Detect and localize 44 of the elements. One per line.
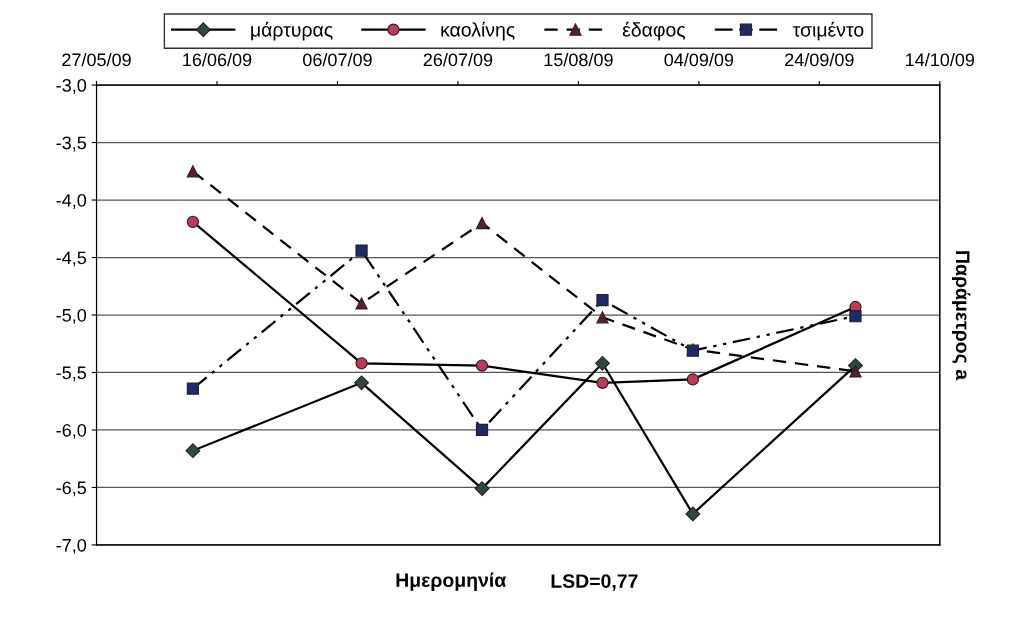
point bbox=[595, 355, 610, 371]
y-tick-label: -7,0 bbox=[56, 538, 87, 554]
x-tick-label: 27/05/09 bbox=[62, 52, 131, 67]
legend-label: καολίνης bbox=[441, 21, 515, 41]
y-tick-label: -6,5 bbox=[56, 481, 87, 497]
point bbox=[475, 359, 489, 372]
point bbox=[354, 375, 369, 391]
point bbox=[475, 216, 489, 230]
x-tick-label: 04/09/09 bbox=[664, 52, 734, 67]
x-tick-label: 15/08/09 bbox=[544, 52, 613, 67]
x-tick-label: 26/07/09 bbox=[423, 52, 493, 67]
legend-label: έδαφος bbox=[622, 21, 686, 41]
point bbox=[596, 311, 609, 324]
x-axis-title: Ημερομηνία bbox=[396, 572, 507, 591]
y-tick-label: -4,5 bbox=[56, 251, 87, 267]
point bbox=[186, 165, 200, 178]
y-axis-title: Παράμετρος a bbox=[952, 251, 971, 381]
point bbox=[186, 382, 200, 395]
point bbox=[474, 481, 490, 497]
legend-label: τσιμέντο bbox=[792, 21, 864, 41]
y-tick-label: -5,5 bbox=[56, 366, 87, 382]
y-tick-label: -3,5 bbox=[56, 136, 87, 152]
x-tick-label: 16/06/09 bbox=[183, 52, 252, 67]
y-tick-label: -5,0 bbox=[56, 308, 87, 324]
point bbox=[186, 215, 200, 228]
y-tick-label: -6,0 bbox=[56, 423, 87, 439]
y-tick-label: -4,0 bbox=[56, 193, 87, 209]
x-tick-label: 24/09/09 bbox=[785, 52, 854, 67]
point bbox=[596, 293, 609, 307]
point bbox=[849, 310, 862, 323]
point bbox=[355, 244, 368, 257]
point bbox=[475, 423, 489, 437]
point bbox=[185, 443, 201, 459]
text: LSD=0,77 bbox=[551, 574, 638, 591]
y-tick-label: -3,0 bbox=[56, 78, 87, 94]
x-tick-label: 14/10/09 bbox=[906, 52, 975, 67]
point bbox=[849, 365, 862, 378]
point bbox=[355, 357, 368, 370]
x-tick-label: 06/07/09 bbox=[303, 52, 372, 67]
legend-label: μάρτυρας bbox=[251, 21, 333, 41]
point bbox=[596, 376, 609, 389]
point bbox=[685, 506, 701, 522]
point bbox=[686, 373, 699, 386]
point bbox=[355, 297, 368, 310]
